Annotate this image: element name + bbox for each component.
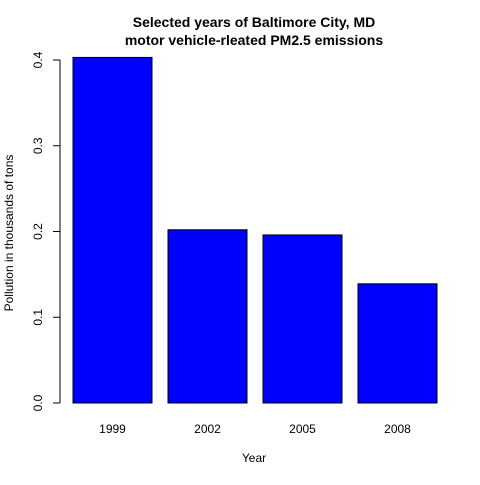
x-tick-label-2008: 2008 bbox=[384, 422, 411, 436]
y-axis-label: Pollution in thousands of tons bbox=[2, 155, 16, 312]
y-tick-label-0.0: 0.0 bbox=[31, 394, 45, 411]
bars-layer bbox=[72, 56, 438, 404]
x-tick-label-2002: 2002 bbox=[194, 422, 221, 436]
bar-1999 bbox=[72, 56, 153, 404]
bar-2005 bbox=[262, 234, 343, 404]
x-tick-labels: 1999 2002 2005 2008 bbox=[99, 422, 411, 436]
chart-title-line1: Selected years of Baltimore City, MD bbox=[133, 14, 375, 30]
y-tick-label-0.2: 0.2 bbox=[31, 223, 45, 240]
bar-2008 bbox=[357, 283, 438, 404]
bar-2002 bbox=[167, 229, 248, 404]
x-tick-label-1999: 1999 bbox=[99, 422, 126, 436]
y-tick-label-0.1: 0.1 bbox=[31, 309, 45, 326]
x-axis-label: Year bbox=[242, 451, 266, 465]
chart-title-line2: motor vehicle-rleated PM2.5 emissions bbox=[125, 32, 384, 48]
y-axis: 0.0 0.1 0.2 0.3 0.4 bbox=[31, 51, 61, 411]
y-tick-label-0.3: 0.3 bbox=[31, 137, 45, 154]
x-tick-label-2005: 2005 bbox=[289, 422, 316, 436]
y-tick-label-0.4: 0.4 bbox=[31, 51, 45, 68]
